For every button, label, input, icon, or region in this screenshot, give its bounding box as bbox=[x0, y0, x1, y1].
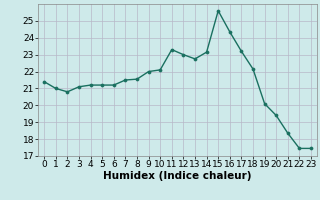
X-axis label: Humidex (Indice chaleur): Humidex (Indice chaleur) bbox=[103, 171, 252, 181]
